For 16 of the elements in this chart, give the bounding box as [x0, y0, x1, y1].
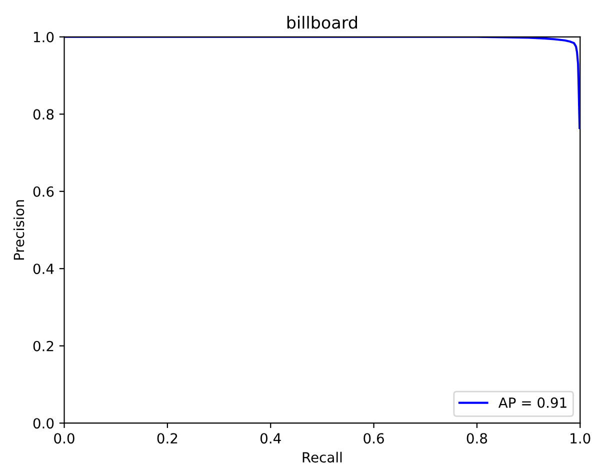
x-tick-label: 0.6 — [364, 433, 384, 444]
y-tick-label: 0.2 — [33, 340, 54, 352]
x-axis-title: Recall — [302, 452, 342, 463]
legend-label: AP = 0.91 — [498, 397, 566, 408]
x-tick-label: 0.4 — [260, 433, 281, 444]
x-tick-label: 0.0 — [54, 433, 74, 444]
y-axis-title: Precision — [13, 200, 24, 260]
y-tick-label: 0.8 — [33, 109, 54, 120]
y-tick-label: 0.0 — [33, 418, 54, 429]
chart-title: billboard — [287, 16, 357, 29]
y-tick-label: 0.6 — [33, 186, 54, 197]
x-tick-label: 0.2 — [157, 433, 178, 444]
x-tick-label: 1.0 — [570, 433, 590, 444]
y-tick-label: 1.0 — [34, 32, 54, 42]
y-tick-label: 0.4 — [33, 264, 54, 274]
x-tick-label: 0.8 — [466, 433, 488, 444]
